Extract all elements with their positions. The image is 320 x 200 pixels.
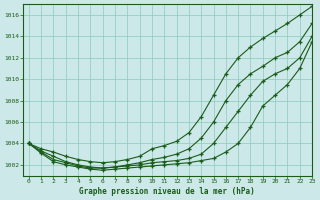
X-axis label: Graphe pression niveau de la mer (hPa): Graphe pression niveau de la mer (hPa)	[79, 187, 255, 196]
